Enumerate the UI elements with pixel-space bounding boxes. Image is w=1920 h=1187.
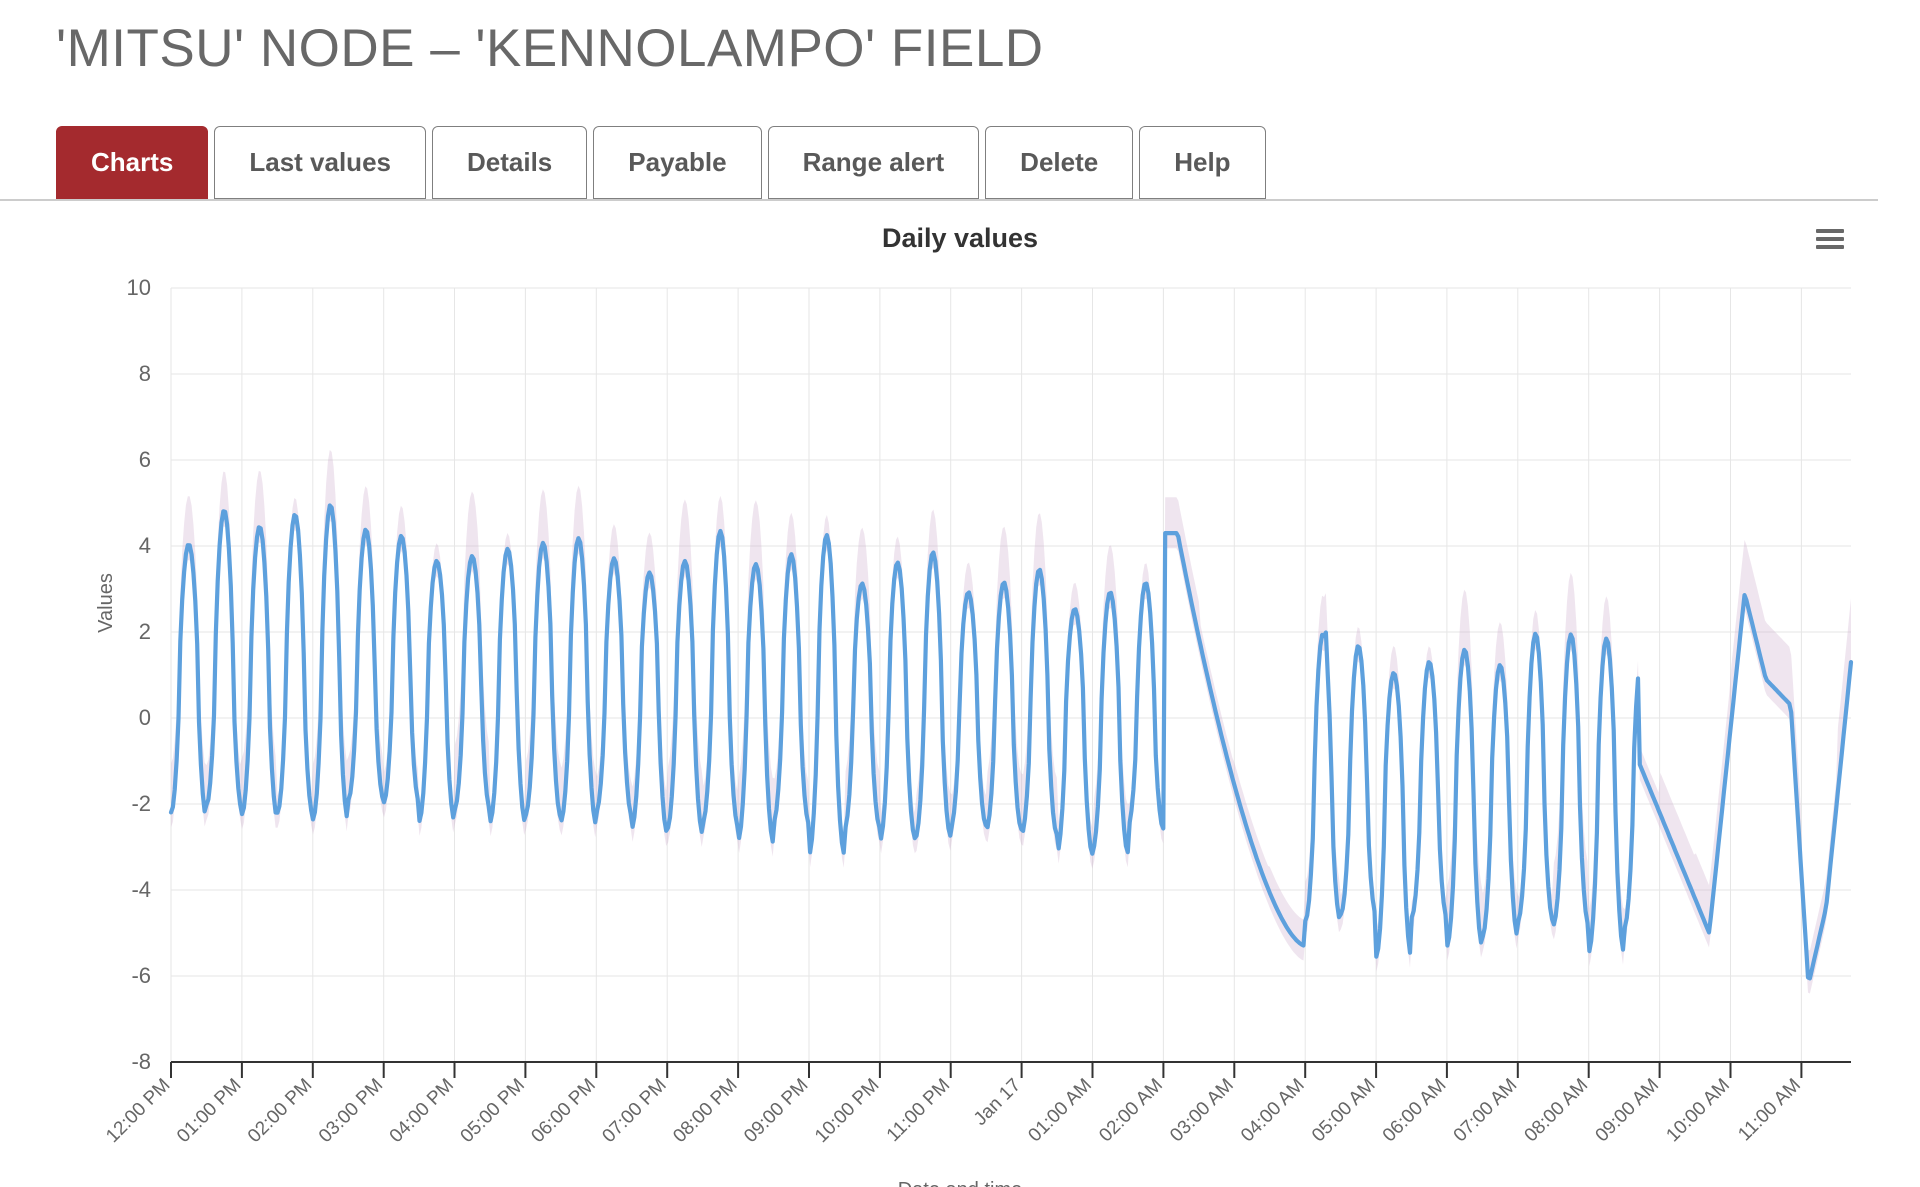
svg-text:10: 10 — [127, 275, 151, 300]
svg-text:2: 2 — [139, 619, 151, 644]
svg-text:4: 4 — [139, 533, 151, 558]
svg-text:06:00 PM: 06:00 PM — [527, 1075, 599, 1147]
svg-text:05:00 AM: 05:00 AM — [1308, 1075, 1380, 1147]
svg-text:8: 8 — [139, 361, 151, 386]
svg-text:01:00 AM: 01:00 AM — [1024, 1075, 1096, 1147]
svg-text:06:00 AM: 06:00 AM — [1379, 1075, 1451, 1147]
svg-text:10:00 PM: 10:00 PM — [811, 1075, 883, 1147]
svg-text:08:00 AM: 08:00 AM — [1521, 1075, 1593, 1147]
svg-text:0: 0 — [139, 705, 151, 730]
svg-text:09:00 AM: 09:00 AM — [1592, 1075, 1664, 1147]
svg-text:08:00 PM: 08:00 PM — [669, 1075, 741, 1147]
svg-text:10:00 AM: 10:00 AM — [1662, 1075, 1734, 1147]
svg-text:-8: -8 — [131, 1049, 151, 1074]
svg-text:03:00 PM: 03:00 PM — [315, 1075, 387, 1147]
svg-text:09:00 PM: 09:00 PM — [740, 1075, 812, 1147]
svg-text:6: 6 — [139, 447, 151, 472]
svg-text:01:00 PM: 01:00 PM — [173, 1075, 245, 1147]
svg-text:12:00 PM: 12:00 PM — [102, 1075, 174, 1147]
svg-text:11:00 PM: 11:00 PM — [883, 1075, 954, 1146]
svg-text:02:00 PM: 02:00 PM — [244, 1075, 316, 1147]
svg-text:-6: -6 — [131, 963, 151, 988]
svg-text:07:00 AM: 07:00 AM — [1450, 1075, 1522, 1147]
svg-text:-4: -4 — [131, 877, 151, 902]
svg-text:04:00 PM: 04:00 PM — [386, 1075, 458, 1147]
svg-text:Jan 17: Jan 17 — [970, 1075, 1025, 1130]
svg-text:07:00 PM: 07:00 PM — [598, 1075, 670, 1147]
svg-text:03:00 AM: 03:00 AM — [1166, 1075, 1238, 1147]
svg-text:11:00 AM: 11:00 AM — [1734, 1075, 1805, 1146]
svg-text:02:00 AM: 02:00 AM — [1095, 1075, 1167, 1147]
svg-text:-2: -2 — [131, 791, 151, 816]
svg-text:05:00 PM: 05:00 PM — [457, 1075, 529, 1147]
svg-text:04:00 AM: 04:00 AM — [1237, 1075, 1309, 1147]
